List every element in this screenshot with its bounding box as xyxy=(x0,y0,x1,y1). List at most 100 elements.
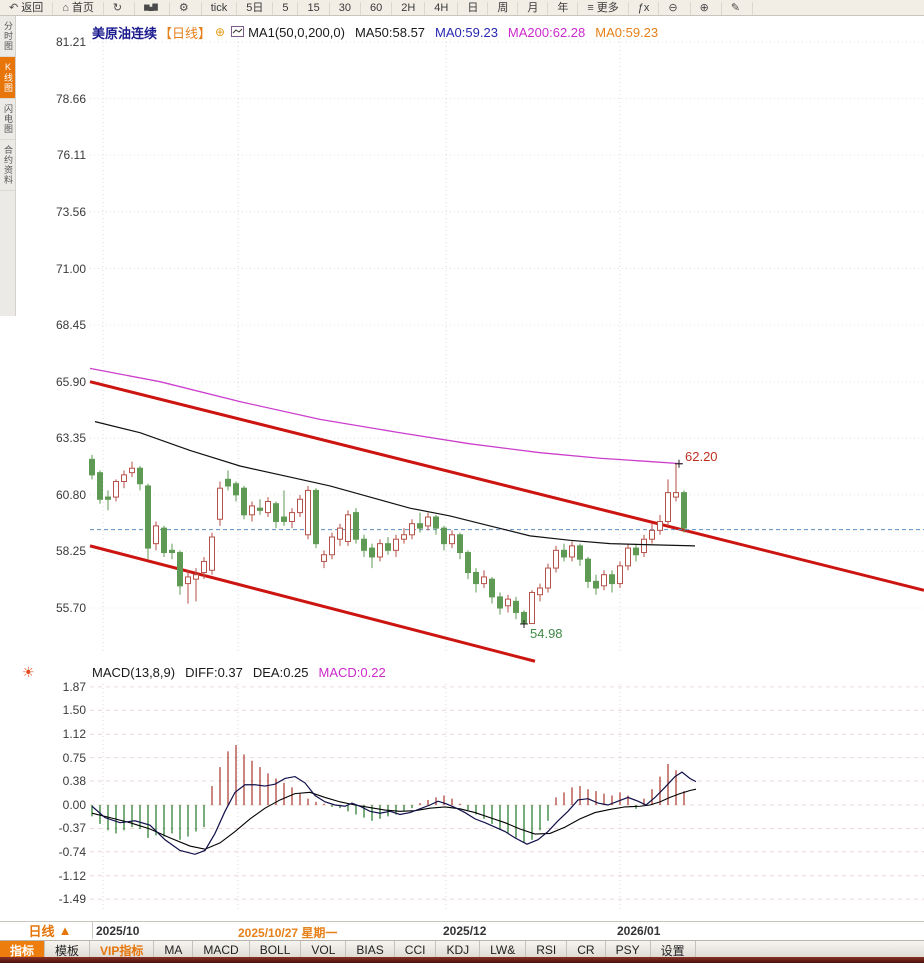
macd-axis-label: 0.38 xyxy=(62,773,86,788)
toolbar-label: 日 xyxy=(467,2,479,14)
indicator-tab-VIP指标[interactable]: VIP指标 xyxy=(90,941,155,958)
toolbar-item[interactable]: 年 xyxy=(548,2,579,15)
window-edge xyxy=(0,957,924,963)
toolbar-item[interactable]: ✎ xyxy=(722,2,754,15)
add-circle-icon[interactable]: ⊕ xyxy=(215,25,226,39)
indicator-tab-MA[interactable]: MA xyxy=(154,941,194,958)
toolbar-item[interactable]: ↶ 返回 xyxy=(0,2,54,15)
toolbar-item[interactable]: 5 xyxy=(273,2,299,15)
toolbar-icon: ↻ xyxy=(112,2,123,14)
toolbar-item[interactable]: ≡ 更多 xyxy=(578,2,629,15)
toolbar-label: 5日 xyxy=(246,2,264,14)
ma-value: MA200:62.28 xyxy=(507,24,586,40)
sidebar-tab-分时图[interactable]: 分时图 xyxy=(0,16,15,57)
toolbar-icon: ⌂ xyxy=(62,2,69,14)
toolbar-label: 返回 xyxy=(21,2,44,14)
toolbar-item[interactable]: 日 xyxy=(458,2,489,15)
indicator-tab-CR[interactable]: CR xyxy=(567,941,606,958)
toolbar-label: 5 xyxy=(282,2,289,14)
date-label: 2025/10/27 星期一 xyxy=(238,926,338,940)
price-axis-label: 60.80 xyxy=(55,487,86,502)
ma-value: MA50:58.57 xyxy=(354,24,426,40)
toolbar-item[interactable]: ƒx xyxy=(629,2,660,15)
macd-legend: MACD(13,8,9) DIFF:0.37 DEA:0.25 MACD:0.2… xyxy=(92,665,396,680)
indicator-tab-CCI[interactable]: CCI xyxy=(395,941,437,958)
toolbar-label: 60 xyxy=(369,2,383,14)
toolbar-label: 2H xyxy=(401,2,416,14)
toolbar-item[interactable]: 5日 xyxy=(237,2,274,15)
indicator-tab-KDJ[interactable]: KDJ xyxy=(436,941,481,958)
indicator-tab-bar: 指标 模板 VIP指标 MA MACD BOLL VOL BIAS CCI KDJ LW& RSI CR… xyxy=(0,940,924,958)
indicator-tab-指标[interactable]: 指标 xyxy=(0,941,46,958)
ma-value: MA0:59.23 xyxy=(595,24,659,40)
toolbar-label: 4H xyxy=(434,2,449,14)
toolbar-item[interactable]: tick xyxy=(202,2,238,15)
price-axis-label: 55.70 xyxy=(55,601,86,615)
xaxis-row xyxy=(0,921,924,941)
indicator-tab-MACD[interactable]: MACD xyxy=(193,941,250,958)
toolbar-item[interactable]: 4H xyxy=(425,2,459,15)
date-label: 2025/10 xyxy=(96,924,140,938)
indicator-tab-VOL[interactable]: VOL xyxy=(301,941,347,958)
ma-values: MA50:58.57 MA0:59.23 MA200:62.28 MA0:59.23 xyxy=(345,25,658,40)
toolbar-icon: ⚙ xyxy=(178,2,189,14)
indicator-settings-icon[interactable]: ☀ xyxy=(22,664,35,680)
indicator-tab-BIAS[interactable]: BIAS xyxy=(346,941,395,958)
price-axis-label: 76.11 xyxy=(56,148,86,163)
sidebar-tab-K线图[interactable]: K线图 xyxy=(0,57,15,99)
price-axis-label: 58.25 xyxy=(55,544,86,559)
price-axis-label: 68.45 xyxy=(55,318,86,333)
indicator-tab-PSY[interactable]: PSY xyxy=(606,941,651,958)
chart-legend: 美原油连续 【日线】 ⊕ MA1(50,0,200,0) MA50:58.57 M… xyxy=(92,24,658,41)
macd-diff-value: DIFF:0.37 xyxy=(185,665,243,680)
sidebar-tab-闪电图[interactable]: 闪电图 xyxy=(0,99,15,140)
toolbar-label: ƒx xyxy=(637,2,650,14)
price-annotation: 54.98 xyxy=(530,626,563,641)
macd-axis-label: 1.87 xyxy=(62,679,86,694)
macd-axis-label: -1.49 xyxy=(58,892,86,907)
indicator-tab-RSI[interactable]: RSI xyxy=(526,941,568,958)
symbol-name: 美原油连续 xyxy=(92,25,158,41)
toolbar-item[interactable]: ▆▄▇ xyxy=(135,2,170,15)
macd-axis-label: 0.00 xyxy=(62,798,86,812)
toolbar-item[interactable]: 15 xyxy=(298,2,330,15)
ma-settings-label: MA1(50,0,200,0) xyxy=(248,24,345,40)
toolbar-item[interactable]: 2H xyxy=(392,2,426,15)
period-selector-label: 日线 xyxy=(28,924,55,939)
toolbar-label: 月 xyxy=(527,2,539,14)
toolbar-icon: ▆▄▇ xyxy=(144,4,158,11)
indicator-tab-LW&[interactable]: LW& xyxy=(480,941,527,958)
price-annotation: 62.20 xyxy=(685,449,718,464)
macd-axis-label: -0.37 xyxy=(58,821,86,836)
price-axis-label: 65.90 xyxy=(55,374,86,389)
macd-axis-label: -0.74 xyxy=(58,844,86,859)
toolbar-item[interactable]: ⚙ xyxy=(170,2,202,15)
triangle-up-icon: ▲ xyxy=(58,923,72,938)
macd-axis-label: 0.75 xyxy=(62,750,86,765)
toolbar-label: 周 xyxy=(497,2,509,14)
indicator-tab-BOLL[interactable]: BOLL xyxy=(250,941,302,958)
toolbar-item[interactable]: ↻ xyxy=(104,2,136,15)
left-tab-strip: 分时图 K线图 闪电图 合约资料 xyxy=(0,16,16,316)
indicator-tab-设置[interactable]: 设置 xyxy=(651,941,696,958)
period-selector[interactable]: 日线 ▲ xyxy=(8,922,93,939)
top-toolbar: ↶ 返回 ⌂ 首页 ↻ ▆▄▇ ⚙ tick 5日 5 15 30 60 2H 4H 日 周 月 年 ≡ 更多 ƒx ⊖ ⊕ ✎ xyxy=(0,0,924,16)
indicator-tab-模板[interactable]: 模板 xyxy=(45,941,91,958)
toolbar-item[interactable]: ⊕ xyxy=(691,2,722,15)
macd-formula: MACD(13,8,9) xyxy=(92,665,176,680)
toolbar-item[interactable]: 月 xyxy=(518,2,549,15)
toolbar-icon: ≡ xyxy=(587,2,594,14)
toolbar-label: 年 xyxy=(557,2,569,14)
toolbar-label: tick xyxy=(210,2,228,14)
toolbar-item[interactable]: ⌂ 首页 xyxy=(53,2,104,15)
macd-macd-value: MACD:0.22 xyxy=(318,665,386,680)
toolbar-item[interactable]: 30 xyxy=(330,2,361,15)
macd-dea-value: DEA:0.25 xyxy=(252,665,309,680)
sidebar-tab-合约资料[interactable]: 合约资料 xyxy=(0,140,15,191)
toolbar-item[interactable]: ⊖ xyxy=(659,2,691,15)
period-label: 【日线】 xyxy=(159,25,212,41)
toolbar-item[interactable]: 周 xyxy=(488,2,519,15)
toolbar-item[interactable]: 60 xyxy=(361,2,393,15)
